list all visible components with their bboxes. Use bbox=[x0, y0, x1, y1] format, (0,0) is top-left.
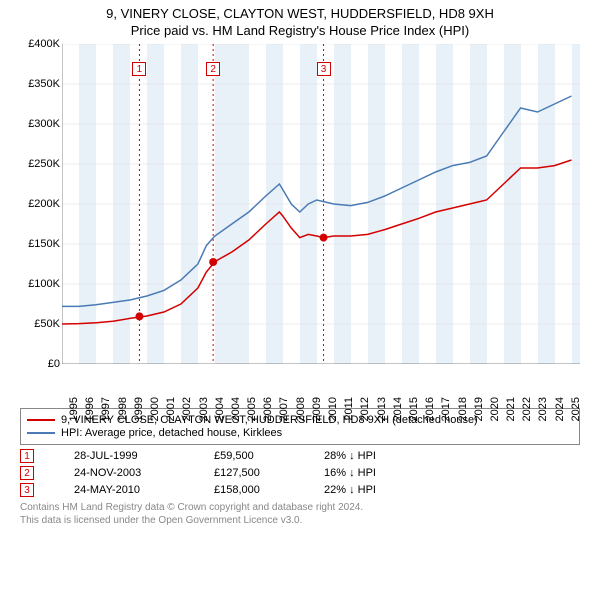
chart-titles: 9, VINERY CLOSE, CLAYTON WEST, HUDDERSFI… bbox=[0, 0, 600, 40]
y-tick-label: £300K bbox=[20, 118, 60, 130]
transaction-price: £59,500 bbox=[214, 450, 324, 462]
transaction-diff: 16% ↓ HPI bbox=[324, 467, 376, 479]
legend-swatch bbox=[27, 419, 55, 421]
x-tick-label: 2008 bbox=[295, 397, 307, 427]
x-tick-label: 2022 bbox=[521, 397, 533, 427]
transaction-date: 28-JUL-1999 bbox=[74, 450, 214, 462]
y-tick-label: £200K bbox=[20, 198, 60, 210]
x-tick-label: 2025 bbox=[570, 397, 582, 427]
x-tick-label: 2019 bbox=[473, 397, 485, 427]
chart-title-address: 9, VINERY CLOSE, CLAYTON WEST, HUDDERSFI… bbox=[0, 6, 600, 21]
x-tick-label: 2013 bbox=[376, 397, 388, 427]
legend-swatch bbox=[27, 432, 55, 434]
transaction-price: £127,500 bbox=[214, 467, 324, 479]
x-tick-label: 2020 bbox=[489, 397, 501, 427]
x-tick-label: 2001 bbox=[165, 397, 177, 427]
x-tick-label: 1995 bbox=[68, 397, 80, 427]
x-tick-label: 2006 bbox=[262, 397, 274, 427]
y-tick-label: £400K bbox=[20, 38, 60, 50]
x-tick-label: 2010 bbox=[327, 397, 339, 427]
y-tick-label: £150K bbox=[20, 238, 60, 250]
x-tick-label: 2004 bbox=[214, 397, 226, 427]
x-tick-label: 2023 bbox=[537, 397, 549, 427]
x-tick-label: 1998 bbox=[117, 397, 129, 427]
x-tick-label: 2004 bbox=[230, 397, 242, 427]
x-tick-label: 2018 bbox=[457, 397, 469, 427]
y-tick-label: £250K bbox=[20, 158, 60, 170]
y-tick-label: £350K bbox=[20, 78, 60, 90]
x-tick-label: 2021 bbox=[505, 397, 517, 427]
x-tick-label: 2002 bbox=[181, 397, 193, 427]
y-tick-label: £100K bbox=[20, 278, 60, 290]
transaction-marker: 3 bbox=[20, 483, 34, 497]
legend-item: HPI: Average price, detached house, Kirk… bbox=[27, 427, 573, 439]
transaction-marker: 1 bbox=[20, 449, 34, 463]
x-tick-label: 1997 bbox=[100, 397, 112, 427]
chart-area: £0£50K£100K£150K£200K£250K£300K£350K£400… bbox=[20, 44, 580, 404]
x-tick-label: 2015 bbox=[408, 397, 420, 427]
x-tick-label: 1999 bbox=[133, 397, 145, 427]
y-tick-label: £0 bbox=[20, 358, 60, 370]
x-tick-label: 2007 bbox=[278, 397, 290, 427]
transaction-price: £158,000 bbox=[214, 484, 324, 496]
footer-attribution: Contains HM Land Registry data © Crown c… bbox=[20, 501, 580, 527]
x-tick-label: 2017 bbox=[440, 397, 452, 427]
event-marker: 3 bbox=[317, 62, 331, 76]
transaction-row: 1 28-JUL-1999 £59,500 28% ↓ HPI bbox=[20, 449, 580, 463]
transaction-diff: 28% ↓ HPI bbox=[324, 450, 376, 462]
chart-plot: 1 2 3 bbox=[62, 44, 580, 364]
chart-title-subtitle: Price paid vs. HM Land Registry's House … bbox=[0, 23, 600, 38]
transaction-date: 24-NOV-2003 bbox=[74, 467, 214, 479]
x-tick-label: 1996 bbox=[84, 397, 96, 427]
x-tick-label: 2005 bbox=[246, 397, 258, 427]
x-tick-label: 2012 bbox=[359, 397, 371, 427]
y-tick-label: £50K bbox=[20, 318, 60, 330]
transaction-row: 3 24-MAY-2010 £158,000 22% ↓ HPI bbox=[20, 483, 580, 497]
event-marker: 1 bbox=[132, 62, 146, 76]
x-tick-label: 2014 bbox=[392, 397, 404, 427]
transaction-date: 24-MAY-2010 bbox=[74, 484, 214, 496]
footer-line: This data is licensed under the Open Gov… bbox=[20, 514, 580, 527]
transaction-marker: 2 bbox=[20, 466, 34, 480]
transaction-diff: 22% ↓ HPI bbox=[324, 484, 376, 496]
event-marker: 2 bbox=[206, 62, 220, 76]
x-tick-label: 2016 bbox=[424, 397, 436, 427]
x-tick-label: 2009 bbox=[311, 397, 323, 427]
x-tick-label: 2011 bbox=[343, 397, 355, 427]
transactions-table: 1 28-JUL-1999 £59,500 28% ↓ HPI 2 24-NOV… bbox=[20, 449, 580, 497]
x-tick-label: 2003 bbox=[198, 397, 210, 427]
legend-label: HPI: Average price, detached house, Kirk… bbox=[61, 427, 282, 439]
x-tick-label: 2000 bbox=[149, 397, 161, 427]
transaction-row: 2 24-NOV-2003 £127,500 16% ↓ HPI bbox=[20, 466, 580, 480]
footer-line: Contains HM Land Registry data © Crown c… bbox=[20, 501, 580, 514]
x-tick-label: 2024 bbox=[554, 397, 566, 427]
